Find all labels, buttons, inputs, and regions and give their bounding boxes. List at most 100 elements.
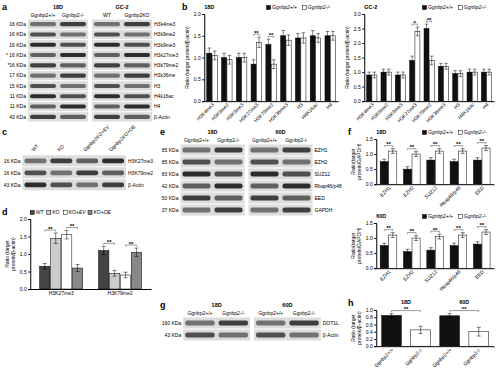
y-tick: 1.5 — [366, 136, 376, 142]
chart-panel: d0.00.51.01.52.0H3K27me3H3K79me2WTKOKO+E… — [2, 207, 152, 296]
chart-title: GC-2 — [364, 4, 377, 10]
blot-band — [50, 170, 72, 175]
blot-band — [30, 94, 56, 98]
bar — [438, 66, 443, 101]
group-label: 18D — [207, 129, 217, 135]
bar — [295, 38, 300, 101]
axis-line — [362, 15, 365, 102]
blot-band — [30, 63, 56, 67]
tick-mark — [374, 339, 376, 340]
blot-panel: e18DGgnbp2+/+Ggnbp2-/-60DGgnbp2+/+Ggnbp2… — [160, 127, 342, 216]
legend-swatch — [458, 215, 462, 219]
y-tick: 1.0 — [354, 69, 364, 75]
bar — [395, 75, 400, 101]
bar — [61, 235, 71, 289]
blot-strip — [92, 71, 152, 80]
tick-label: 1.0 — [354, 69, 361, 75]
bar — [227, 60, 232, 101]
x-tick: EZH1 — [378, 268, 391, 281]
error-bar — [281, 31, 284, 41]
lane-label: KO — [56, 143, 65, 152]
tick-mark — [202, 14, 204, 15]
blot-strip — [254, 330, 321, 341]
legend-label: Ggnbp2+/+ — [272, 4, 297, 10]
significance: ** — [479, 222, 484, 228]
tick-label: 0.0 — [20, 286, 27, 292]
blot-band — [30, 115, 56, 119]
x-axis: H3K4me3H3K9me2H3K9me3H3K27me3H3K79me2H3K… — [355, 101, 495, 123]
legend-label: WT — [36, 209, 45, 215]
tick-label: 1.5 — [20, 234, 27, 240]
significance: ** — [433, 227, 438, 233]
legend-swatch — [302, 6, 306, 10]
blot-band — [256, 321, 285, 326]
x-tick: H4 — [481, 101, 490, 110]
error-bar — [416, 27, 419, 36]
lane-label: Ggnbp2KO+OE — [108, 123, 138, 153]
blot-band — [102, 182, 124, 187]
significance: ** — [409, 228, 414, 234]
blot-band — [256, 333, 285, 338]
legend: Ggnbp2+/+Ggnbp2-/- — [267, 4, 331, 10]
y-tick: 0.0 — [366, 181, 376, 187]
tick-label: 1.5 — [366, 220, 373, 226]
tick-label: EZH1 — [378, 268, 391, 281]
lane-label: Ggnbp2KO — [124, 12, 149, 18]
tick-label: H4K16ac — [300, 101, 319, 120]
y-tick: 0.5 — [366, 250, 376, 256]
panel-label: f — [348, 127, 352, 137]
blot-strip — [183, 330, 250, 341]
protein-label: H4k16ac — [154, 93, 174, 99]
blot-band — [124, 74, 150, 78]
plot-area — [207, 31, 336, 102]
bar — [281, 36, 286, 101]
blot-band — [124, 84, 150, 88]
error-bar — [113, 270, 117, 276]
y-axis: 0.00.51.01.5 — [366, 220, 377, 271]
error-bar — [65, 231, 69, 239]
blot-band — [289, 321, 318, 326]
tick-mark — [202, 58, 204, 59]
plot-area — [367, 24, 492, 101]
y-tick: 2.0 — [194, 11, 204, 17]
blot-band — [183, 196, 211, 201]
plot: 0.00.51.01.5EZH1EZH2SUZ12Rbap46/p48EED18… — [366, 129, 495, 208]
blot-band — [183, 184, 211, 189]
legend-label: KO+OE — [94, 209, 112, 215]
x-tick: Ggnbp2-/- — [462, 346, 482, 366]
blot-band — [76, 182, 98, 187]
blot-band — [94, 53, 120, 57]
legend-label: Ggnbp2-/- — [464, 213, 487, 219]
blot-strip — [254, 318, 321, 329]
blot-strip — [23, 179, 127, 190]
tick-mark — [362, 14, 364, 15]
tick-label: 2.0 — [354, 40, 361, 46]
blot-band — [30, 84, 56, 88]
bar — [286, 40, 291, 101]
blot-band — [50, 158, 72, 163]
y-tick: 0.2 — [366, 336, 376, 342]
blot-band — [60, 104, 86, 108]
bar — [40, 266, 50, 289]
tick-label: 0.5 — [194, 76, 201, 82]
error-bar — [459, 71, 462, 77]
tick-label: H3K36me3 — [425, 101, 447, 123]
blot-band — [94, 74, 120, 78]
x-tick: EZH2 — [402, 268, 415, 281]
y-tick: 1.5 — [366, 220, 376, 226]
kda-label: * 16 KDa — [6, 52, 26, 58]
tick-label: 0.0 — [366, 181, 373, 187]
tick-label: 0.0 — [366, 265, 373, 271]
group-label: 60D — [459, 299, 469, 305]
plot-area — [380, 146, 490, 185]
x-tick: H3 — [295, 101, 304, 110]
bar — [427, 250, 435, 268]
error-bar — [473, 69, 476, 75]
blot-band — [60, 22, 86, 26]
error-bar — [243, 53, 246, 62]
blot-band — [283, 196, 311, 201]
y-tick: 1.0 — [366, 151, 376, 157]
x-tick: EED — [473, 184, 485, 196]
axis-title: Ratio(targetprotein/GAPDH) — [350, 227, 362, 263]
tick-label: H3 — [452, 101, 461, 110]
